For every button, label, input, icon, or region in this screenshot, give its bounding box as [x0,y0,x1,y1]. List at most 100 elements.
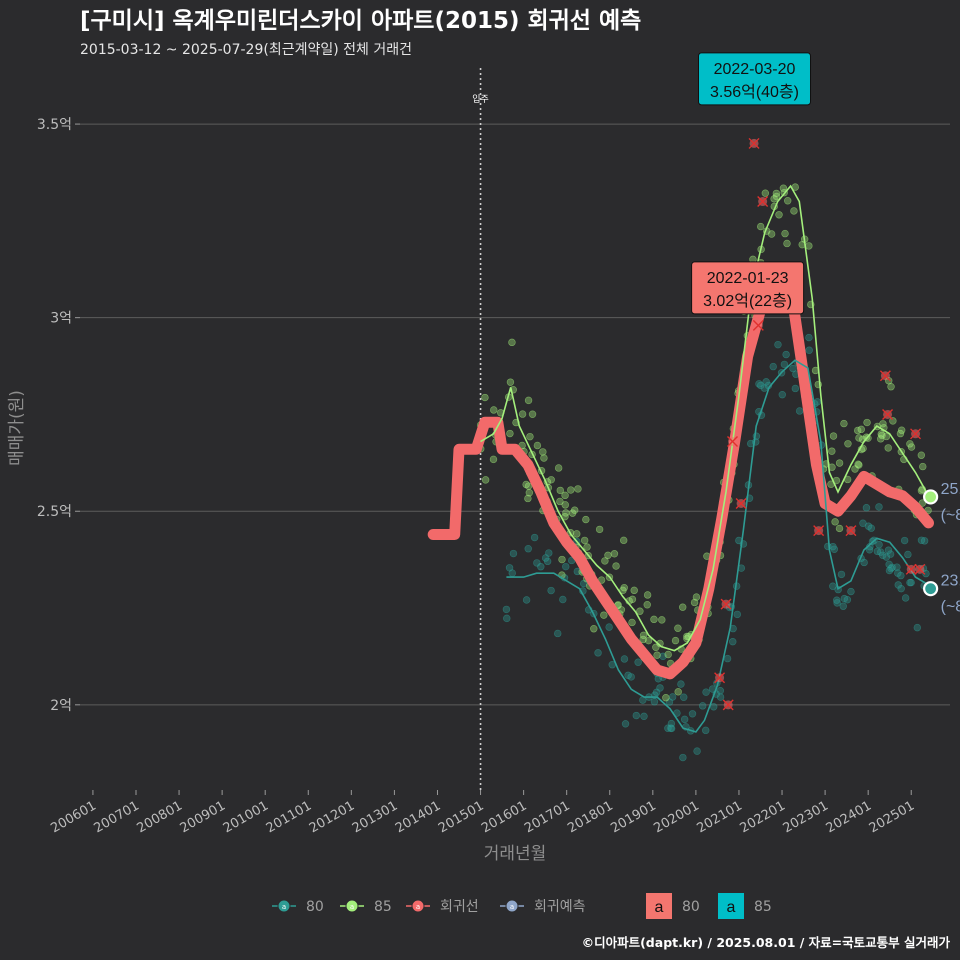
trade-point-85 [917,451,926,459]
trade-point-80 [524,545,532,553]
trade-point-80 [791,384,800,393]
legend-label: 회귀예측 [534,899,586,915]
trade-point-80 [837,570,846,579]
trade-point-80 [780,360,789,369]
trade-point-85 [481,476,490,484]
trade-point-80 [733,610,742,619]
trade-point-85 [490,406,498,414]
highlighted-trade [882,408,894,420]
trade-point-85 [620,536,628,545]
highlighted-trade [879,370,891,382]
highlighted-trade [752,319,764,331]
trade-point-85 [567,486,575,494]
trade-point-80 [904,550,912,559]
trade-point-85 [671,636,680,645]
trade-point-85 [506,378,515,386]
trade-point-85 [582,515,590,524]
trade-point-80 [509,549,518,558]
trade-point-80 [894,581,902,589]
series-lines [427,184,934,733]
trade-point-85 [690,598,699,607]
legend-text-key-box [646,893,672,919]
trade-point-85 [878,431,886,440]
trade-point-80 [543,557,552,566]
trade-point-80 [885,560,893,569]
trade-point-80 [920,537,929,545]
trade-point-80 [652,688,661,697]
trade-point-85 [756,222,765,231]
trade-point-85 [775,211,783,219]
trade-point-80 [723,654,732,663]
trade-point-85 [528,410,537,418]
trade-point-80 [833,599,841,607]
highlighted-trade-cross [813,525,825,537]
trade-point-80 [875,503,883,511]
trade-point-85 [879,420,887,428]
callout-value: 3.56억(40층) [710,83,799,101]
trade-point-85 [772,189,781,198]
highlighted-trade [813,525,825,537]
trade-point-80 [559,595,567,604]
trade-point-85 [600,611,608,619]
trade-point-85 [784,197,792,205]
trade-point-85 [656,639,664,648]
highlighted-trade-cross [735,498,747,509]
forecast-points: 25,375 (~85㎡) 23,000 (~80㎡) [923,481,960,616]
trade-point-80 [847,587,855,596]
trade-point-85 [662,693,670,702]
trade-point-80 [860,558,868,567]
trade-point-85 [919,462,927,471]
trade-point-85 [525,489,534,497]
trade-point-85 [574,485,582,493]
move-in-label: 입주 [472,93,489,105]
trade-point-85 [674,688,682,696]
trade-point-85 [526,432,534,441]
regression-line [427,269,934,680]
highlighted-trade-cross [757,196,769,208]
trade-point-80 [795,407,804,415]
trade-point-85 [643,591,652,599]
forecast-area-label: (~85㎡) [941,506,960,524]
trade-point-85 [831,518,839,526]
trade-point-85 [533,441,542,450]
highlighted-trade-cross [722,699,734,711]
legend-key-dot [505,899,519,913]
trade-point-80 [884,546,893,554]
highlighted-trade-cross [910,428,922,440]
y-tick-label: 2.5억 [37,504,72,520]
trade-point-85 [639,635,647,644]
highlighted-trade [748,137,760,149]
highlighted-trade [914,563,926,575]
forecast-point-85 [923,489,939,505]
trade-point-80 [702,688,710,696]
legend: a 80 a 85 a 회귀선 a 회귀예측 a 80 a 85 [272,893,772,919]
trade-point-80 [882,553,891,561]
highlighted-trade [910,428,922,440]
trade-point-85 [612,562,620,570]
trade-point-85 [829,432,838,440]
forecast-value-label: 23,000 [941,573,960,590]
legend-key-dot [411,899,425,913]
source-caption: ©디아파트(dapt.kr) / 2025.08.01 / 자료=국토교통부 실… [582,935,951,950]
legend-item-3: a 회귀예측 [500,899,586,915]
legend-item-2: a 회귀선 [406,899,479,915]
trade-point-85 [540,454,548,462]
legend-label: 85 [374,899,392,915]
trade-point-80 [698,702,707,710]
callout-date: 2022-01-23 [707,270,789,287]
trade-point-80 [702,726,710,735]
trade-point-85 [805,242,813,250]
trade-point-80 [862,504,871,512]
series-line-85 [480,184,930,652]
callout-box [698,52,812,106]
trade-point-85 [524,494,532,503]
trade-point-80 [774,340,782,349]
legend-key-dot [345,899,359,913]
forecast-value-label: 25,375 [941,481,960,498]
highlighted-trade [735,498,747,509]
highlighted-trade [845,525,857,537]
trade-point-85 [650,615,658,624]
trade-point-80 [888,563,896,572]
trade-point-85 [522,480,530,489]
